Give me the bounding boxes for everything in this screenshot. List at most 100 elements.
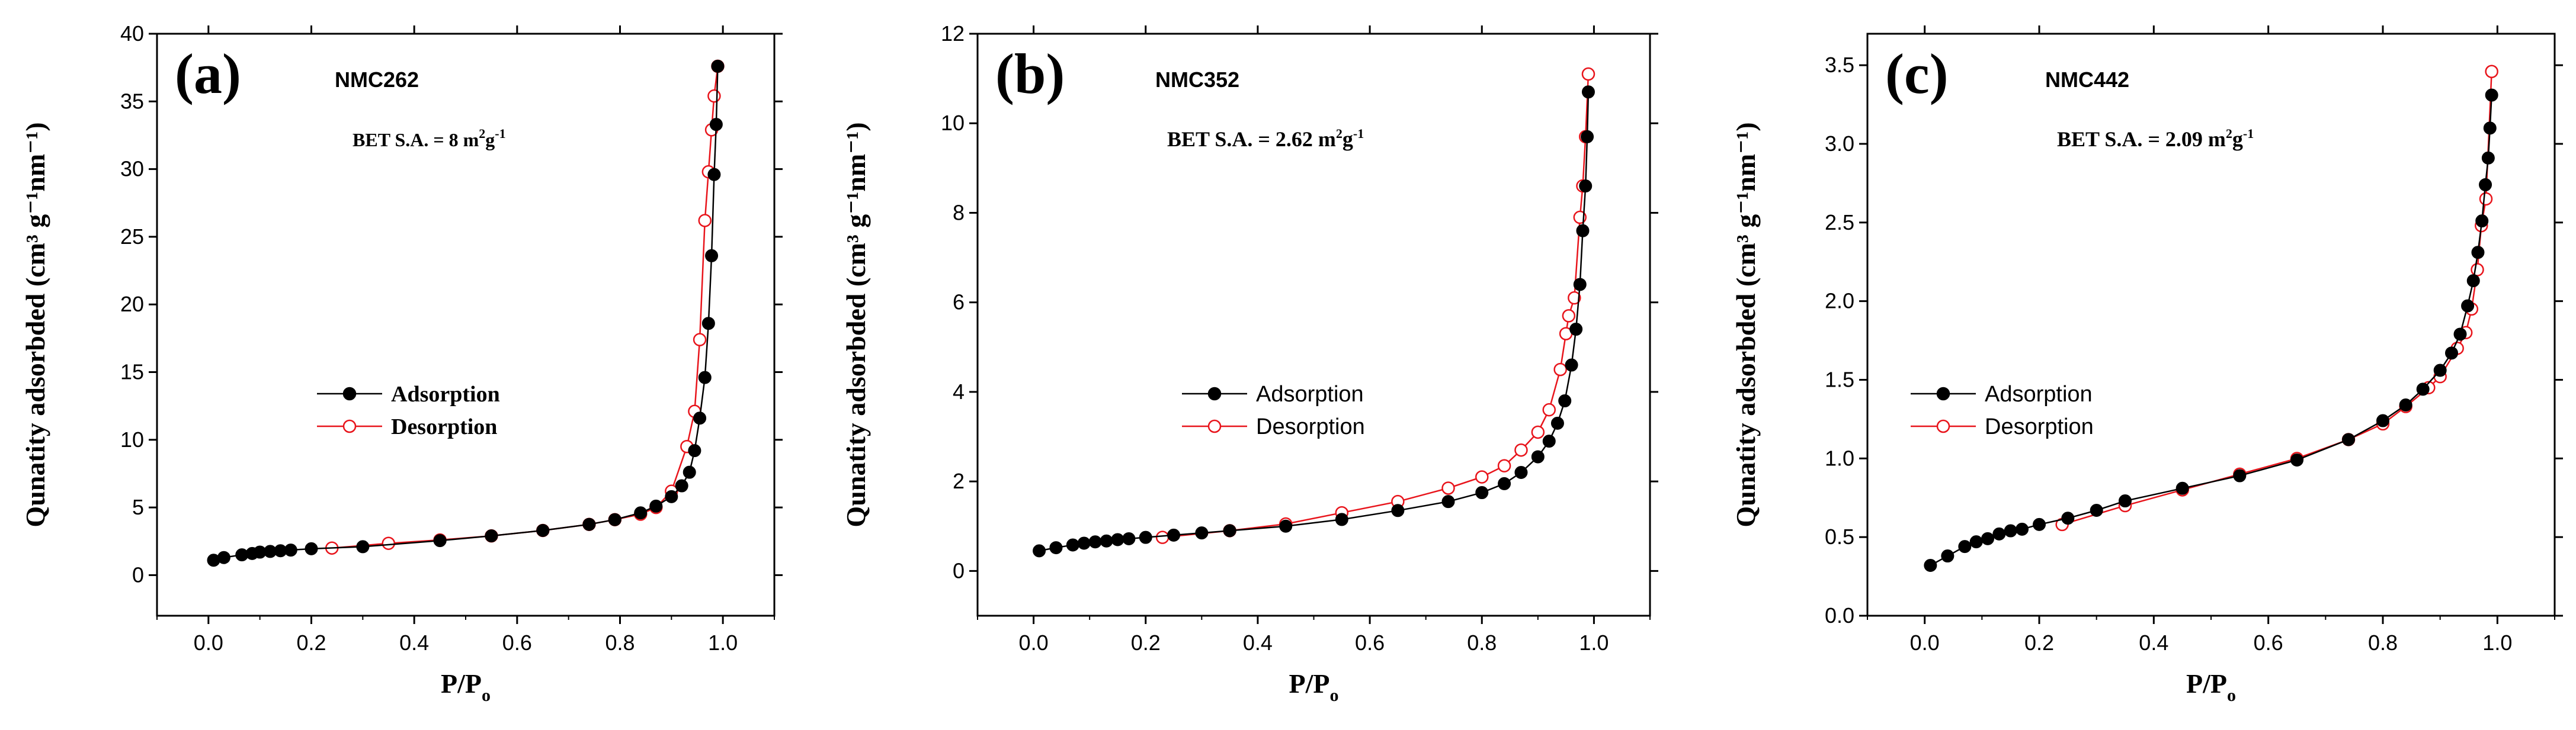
- y-tick-label: 35: [120, 89, 144, 113]
- data-point: [1992, 527, 2006, 541]
- data-point: [2471, 263, 2484, 276]
- x-tick-label: 0.8: [605, 631, 635, 655]
- data-point: [1335, 513, 1348, 526]
- data-point: [688, 444, 701, 458]
- data-point: [711, 59, 725, 73]
- series-adsorption: [1924, 88, 2498, 572]
- data-point: [2061, 512, 2075, 525]
- data-point: [1514, 443, 1528, 457]
- data-point: [305, 542, 318, 555]
- data-point: [1441, 495, 1455, 509]
- data-point: [1565, 358, 1578, 372]
- x-tick-label: 0.6: [1355, 631, 1385, 655]
- legend: Adsorption Desorption: [1911, 382, 2094, 439]
- y-tick-label: 0: [132, 562, 144, 587]
- x-tick-label: 0.4: [1243, 631, 1273, 655]
- data-point: [1981, 532, 1994, 545]
- sample-name: NMC352: [1155, 67, 1239, 92]
- x-tick-label: 1.0: [2482, 631, 2512, 655]
- data-point: [1581, 130, 1594, 143]
- data-point: [2466, 274, 2480, 288]
- data-point: [1391, 504, 1405, 517]
- y-tick-label: 6: [953, 290, 965, 314]
- x-axis-label: P/Po: [1289, 668, 1339, 705]
- data-point: [1924, 558, 1937, 572]
- x-tick-label: 0.2: [1131, 631, 1161, 655]
- y-tick-label: 3.0: [1825, 131, 1854, 156]
- x-tick-label: 0.4: [399, 631, 429, 655]
- y-tick-label: 0.5: [1825, 525, 1854, 549]
- series-adsorption: [207, 59, 725, 567]
- data-point: [1088, 535, 1102, 549]
- data-point: [2376, 414, 2389, 427]
- data-point: [2445, 346, 2458, 360]
- y-tick-label: 0: [953, 558, 965, 583]
- data-point: [2175, 481, 2189, 495]
- x-tick-label: 0.2: [296, 631, 326, 655]
- y-tick-label: 10: [120, 427, 144, 452]
- data-point: [1475, 486, 1489, 500]
- data-point: [2016, 522, 2029, 536]
- chart-panel-c: 0.0 0.2 0.4 0.6 0.8 1.0 0.0 0.5 1.0 1.5 2.0 2.5 3.0 3…: [1731, 25, 2563, 705]
- x-tick-label: 0.0: [1019, 631, 1049, 655]
- data-point: [1223, 524, 1236, 538]
- chart-panel-b: 0.0 0.2 0.4 0.6 0.8 1.0 0 2 4 6 8 10 12 P/Po Qunatity …: [841, 21, 1658, 705]
- y-tick-label: 30: [120, 157, 144, 181]
- data-point: [1531, 425, 1545, 439]
- y-tick-label: 20: [120, 292, 144, 316]
- legend: Adsorption Desorption: [317, 382, 500, 439]
- data-point: [2475, 214, 2489, 228]
- data-point: [1553, 362, 1567, 377]
- data-point: [634, 506, 648, 520]
- data-point: [1576, 224, 1590, 237]
- y-tick-label: 15: [120, 360, 144, 384]
- data-point: [1969, 535, 1983, 549]
- data-point: [1581, 67, 1595, 81]
- data-point: [2004, 524, 2017, 538]
- bet-surface-area: BET S.A. = 2.09 m2g-1: [2057, 126, 2254, 151]
- data-point: [1550, 416, 1564, 430]
- x-tick-label: 0.6: [2254, 631, 2283, 655]
- data-point: [1581, 85, 1595, 99]
- data-point: [2033, 517, 2046, 531]
- data-point: [433, 534, 447, 548]
- data-point: [2461, 299, 2475, 313]
- data-point: [608, 513, 621, 526]
- data-point: [2479, 192, 2493, 206]
- x-tick-label: 0.2: [2024, 631, 2054, 655]
- legend-label: Desorption: [391, 414, 497, 439]
- data-point: [1077, 536, 1091, 550]
- data-point: [1542, 435, 1556, 448]
- data-point: [1573, 278, 1587, 291]
- legend-marker: [342, 419, 357, 433]
- y-tick-label: 2.5: [1825, 210, 1854, 234]
- data-point: [356, 540, 370, 554]
- data-point: [665, 490, 678, 503]
- data-point: [1049, 541, 1063, 555]
- data-point: [2433, 364, 2447, 377]
- series-line: [1930, 95, 2492, 567]
- legend-marker: [1207, 387, 1222, 401]
- data-point: [705, 249, 719, 262]
- data-point: [698, 371, 712, 384]
- data-point: [1531, 450, 1545, 464]
- data-point: [1562, 309, 1576, 323]
- data-point: [1155, 530, 1170, 544]
- data-point: [1542, 403, 1556, 417]
- x-tick-label: 1.0: [1579, 631, 1609, 655]
- x-tick-label: 0.8: [2368, 631, 2398, 655]
- y-tick-label: 25: [120, 224, 144, 249]
- data-point: [707, 168, 721, 181]
- plot-frame: [1866, 33, 2556, 617]
- data-point: [1497, 459, 1511, 472]
- data-point: [707, 89, 721, 103]
- data-point: [2416, 382, 2430, 396]
- data-point: [2090, 503, 2103, 517]
- legend-label: Desorption: [1256, 414, 1365, 439]
- data-point: [2485, 65, 2498, 79]
- series-adsorption: [1033, 85, 1595, 558]
- y-tick-label: 2: [953, 469, 965, 493]
- data-point: [1167, 528, 1181, 542]
- y-tick-label: 2.0: [1825, 289, 1854, 313]
- bet-surface-area: BET S.A. = 2.62 m2g-1: [1167, 126, 1364, 151]
